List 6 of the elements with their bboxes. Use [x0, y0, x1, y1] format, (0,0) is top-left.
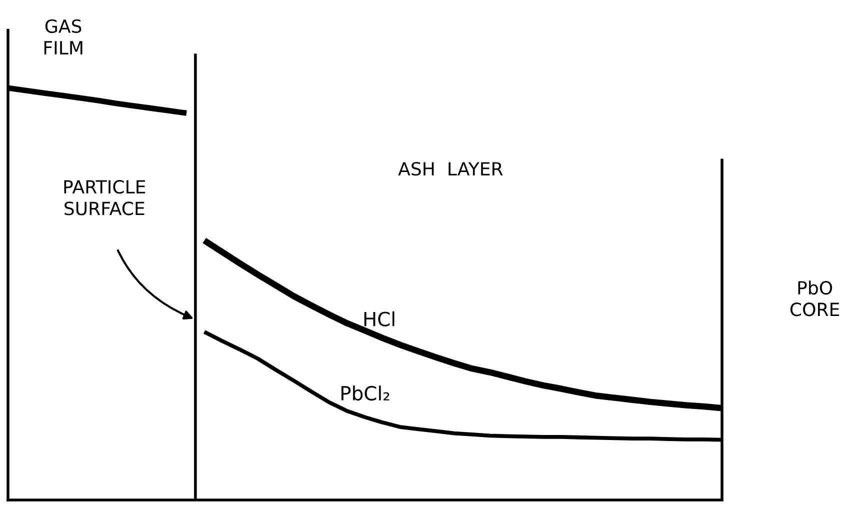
series-label: PbCl₂	[341, 386, 390, 401]
annotation: ASH LAYER	[398, 162, 503, 176]
text: GAS FILM	[44, 19, 82, 54]
annotation: PARTICLE SURFACE	[64, 180, 146, 216]
text: PbO CORE	[790, 280, 840, 316]
series-label: HCl	[364, 311, 394, 326]
